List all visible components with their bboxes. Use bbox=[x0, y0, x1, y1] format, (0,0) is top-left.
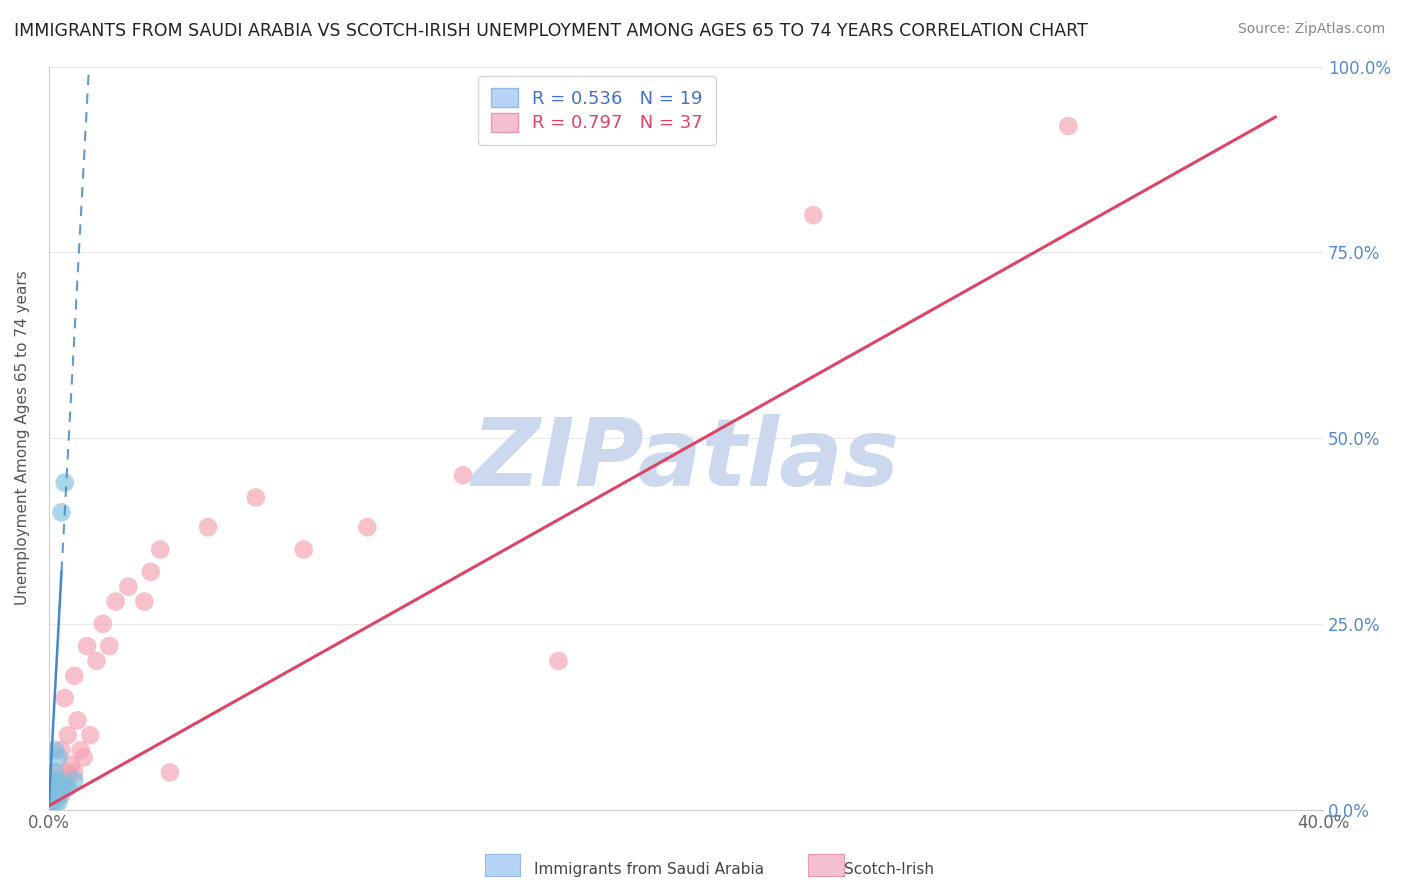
Text: ZIPatlas: ZIPatlas bbox=[472, 415, 900, 507]
Point bbox=[44, 788, 66, 802]
Point bbox=[51, 788, 73, 802]
Point bbox=[46, 788, 69, 802]
Point bbox=[44, 765, 66, 780]
Point bbox=[51, 505, 73, 519]
Point bbox=[46, 772, 69, 787]
Point bbox=[60, 758, 83, 772]
Point bbox=[44, 780, 66, 795]
Point bbox=[41, 772, 63, 787]
Point bbox=[46, 772, 69, 787]
Point bbox=[139, 565, 162, 579]
Point bbox=[56, 728, 79, 742]
Point bbox=[159, 765, 181, 780]
Point bbox=[46, 750, 69, 764]
Text: Source: ZipAtlas.com: Source: ZipAtlas.com bbox=[1237, 22, 1385, 37]
Point bbox=[117, 580, 139, 594]
Text: Immigrants from Saudi Arabia: Immigrants from Saudi Arabia bbox=[534, 863, 765, 877]
Point bbox=[41, 788, 63, 802]
Point bbox=[44, 788, 66, 802]
Point bbox=[56, 780, 79, 795]
Point bbox=[53, 772, 76, 787]
Point bbox=[76, 639, 98, 653]
Point bbox=[66, 714, 89, 728]
Point bbox=[98, 639, 121, 653]
Point bbox=[69, 743, 91, 757]
Point bbox=[451, 468, 474, 483]
Point bbox=[803, 208, 825, 222]
Point bbox=[41, 795, 63, 809]
Point bbox=[46, 795, 69, 809]
Point bbox=[91, 616, 114, 631]
Point bbox=[356, 520, 378, 534]
Point bbox=[63, 669, 86, 683]
Point bbox=[245, 491, 267, 505]
Text: IMMIGRANTS FROM SAUDI ARABIA VS SCOTCH-IRISH UNEMPLOYMENT AMONG AGES 65 TO 74 YE: IMMIGRANTS FROM SAUDI ARABIA VS SCOTCH-I… bbox=[14, 22, 1088, 40]
Point bbox=[44, 743, 66, 757]
Point bbox=[197, 520, 219, 534]
Point bbox=[41, 795, 63, 809]
Point bbox=[46, 788, 69, 802]
Point bbox=[1057, 119, 1080, 133]
Text: Scotch-Irish: Scotch-Irish bbox=[844, 863, 934, 877]
Point bbox=[149, 542, 172, 557]
Point bbox=[41, 780, 63, 795]
Point bbox=[53, 475, 76, 490]
Point bbox=[292, 542, 315, 557]
Point bbox=[73, 750, 96, 764]
Y-axis label: Unemployment Among Ages 65 to 74 years: Unemployment Among Ages 65 to 74 years bbox=[15, 270, 30, 606]
Point bbox=[104, 594, 127, 608]
Legend: R = 0.536   N = 19, R = 0.797   N = 37: R = 0.536 N = 19, R = 0.797 N = 37 bbox=[478, 76, 716, 145]
Point bbox=[44, 765, 66, 780]
Point bbox=[51, 780, 73, 795]
Point bbox=[79, 728, 101, 742]
Point bbox=[44, 795, 66, 809]
Point bbox=[53, 780, 76, 795]
Point bbox=[134, 594, 156, 608]
Point bbox=[56, 765, 79, 780]
Point bbox=[547, 654, 569, 668]
Point bbox=[63, 772, 86, 787]
Point bbox=[63, 765, 86, 780]
Point bbox=[51, 743, 73, 757]
Point bbox=[41, 780, 63, 795]
Point bbox=[53, 691, 76, 706]
Point bbox=[86, 654, 108, 668]
